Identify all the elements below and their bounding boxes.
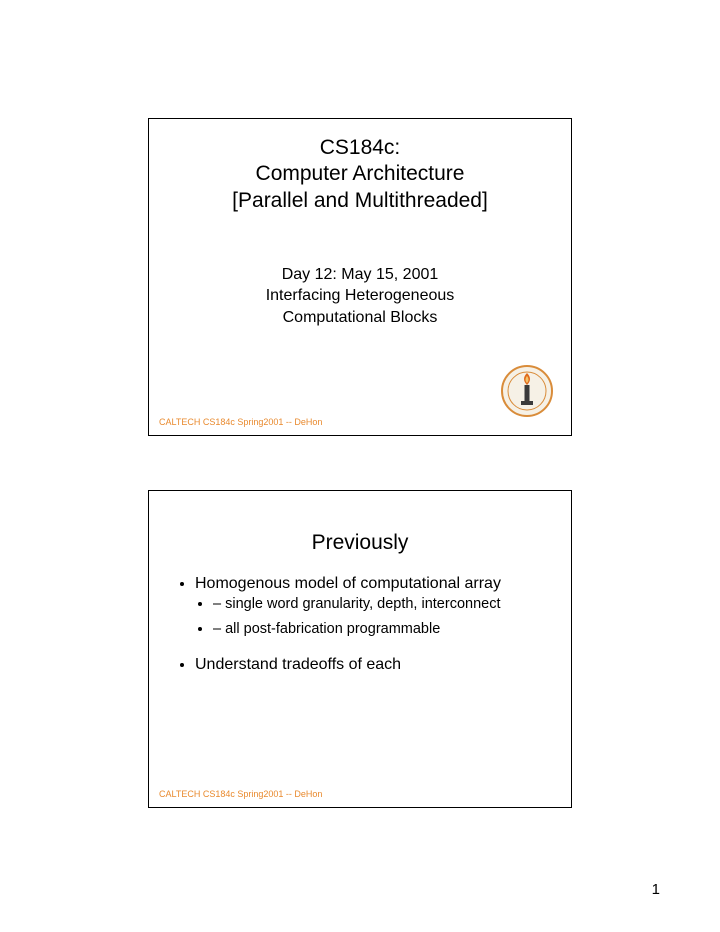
- slide1-footer: CALTECH CS184c Spring2001 -- DeHon: [159, 417, 322, 427]
- slide2-bullets: Homogenous model of computational array …: [177, 573, 571, 675]
- bullet-1: Homogenous model of computational array …: [195, 573, 571, 640]
- subtitle-line-1: Day 12: May 15, 2001: [149, 264, 571, 286]
- bullet-1-sub-1: single word granularity, depth, intercon…: [213, 595, 571, 615]
- bullet-1-sub-2: all post-fabrication programmable: [213, 620, 571, 640]
- bullet-2: Understand tradeoffs of each: [195, 654, 571, 676]
- caltech-seal-icon: [501, 365, 553, 417]
- slide-1: CS184c: Computer Architecture [Parallel …: [148, 118, 572, 436]
- slide2-footer: CALTECH CS184c Spring2001 -- DeHon: [159, 789, 322, 799]
- bullet-2-text: Understand tradeoffs of each: [195, 656, 401, 673]
- title-line-1: CS184c:: [149, 135, 571, 161]
- subtitle-line-3: Computational Blocks: [149, 307, 571, 329]
- title-line-2: Computer Architecture: [149, 161, 571, 187]
- slide2-title: Previously: [149, 531, 571, 555]
- page-number: 1: [652, 881, 660, 898]
- slide1-title: CS184c: Computer Architecture [Parallel …: [149, 135, 571, 214]
- slide-2: Previously Homogenous model of computati…: [148, 490, 572, 808]
- title-line-3: [Parallel and Multithreaded]: [149, 188, 571, 214]
- slide1-subtitle: Day 12: May 15, 2001 Interfacing Heterog…: [149, 264, 571, 329]
- bullet-1-text: Homogenous model of computational array: [195, 575, 501, 592]
- subtitle-line-2: Interfacing Heterogeneous: [149, 285, 571, 307]
